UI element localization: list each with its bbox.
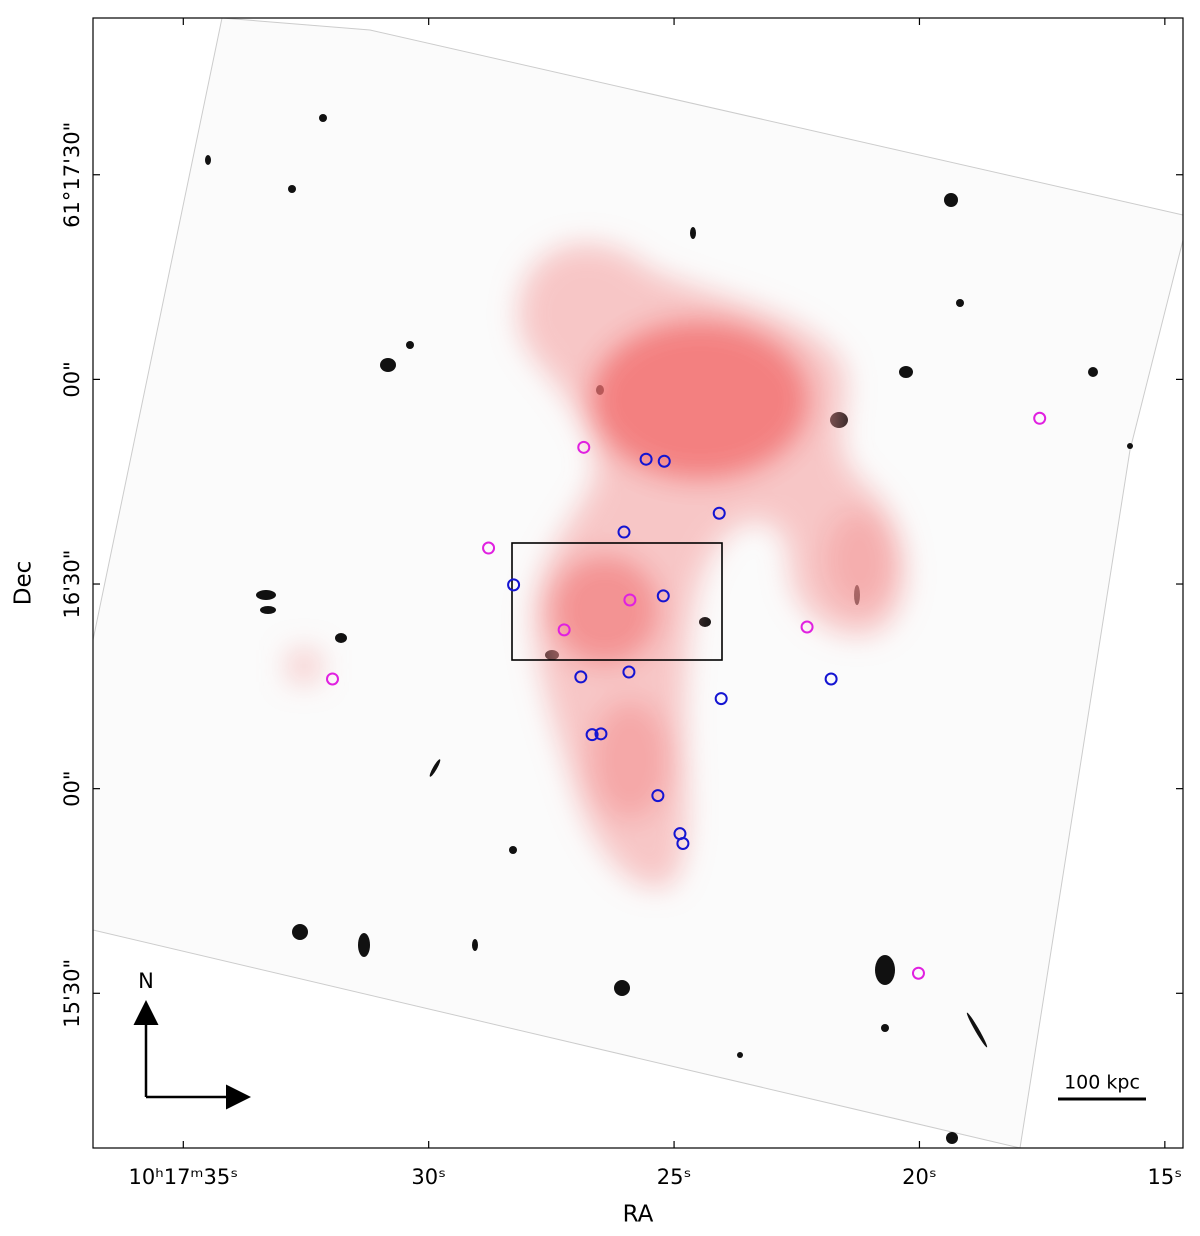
source-marker — [824, 672, 838, 686]
y-tick-label: 00" — [60, 770, 84, 806]
source-marker — [574, 670, 588, 684]
north-label: N — [138, 969, 154, 993]
source-marker — [507, 578, 521, 592]
source-marker — [714, 692, 728, 706]
plot-frame — [92, 17, 1184, 1149]
source-marker — [712, 506, 726, 520]
source-marker — [622, 665, 636, 679]
x-tick-label: 20ˢ — [902, 1165, 937, 1189]
source-marker — [911, 966, 925, 980]
source-marker — [623, 593, 637, 607]
source-marker — [639, 452, 653, 466]
density-contours — [288, 243, 905, 888]
source-marker — [656, 589, 670, 603]
source-marker — [482, 541, 496, 555]
x-tick-label: 30ˢ — [411, 1165, 446, 1189]
source-marker — [325, 672, 339, 686]
source-marker — [651, 789, 665, 803]
y-tick-label: 15'30" — [60, 959, 84, 1028]
x-tick-label: 15ˢ — [1148, 1165, 1183, 1189]
source-marker — [617, 525, 631, 539]
y-tick-label: 16'30" — [60, 550, 84, 619]
region-box — [511, 542, 723, 661]
y-tick-label: 00" — [60, 361, 84, 397]
source-marker — [1033, 411, 1047, 425]
source-marker — [594, 727, 608, 741]
x-axis-label: RA — [623, 1202, 654, 1228]
source-marker — [557, 623, 571, 637]
source-marker — [585, 728, 599, 742]
source-marker — [577, 440, 591, 454]
scale-label: 100 kpc — [1064, 1072, 1140, 1094]
source-marker — [800, 620, 814, 634]
y-tick-label: 61°17'30" — [60, 122, 84, 228]
sky-image — [93, 18, 1183, 1148]
x-tick-label: 25ˢ — [657, 1165, 692, 1189]
source-marker — [657, 454, 671, 468]
source-marker — [676, 837, 690, 851]
x-tick-label: 10ʰ17ᵐ35ˢ — [129, 1165, 239, 1189]
y-axis-label: Dec — [11, 561, 37, 606]
